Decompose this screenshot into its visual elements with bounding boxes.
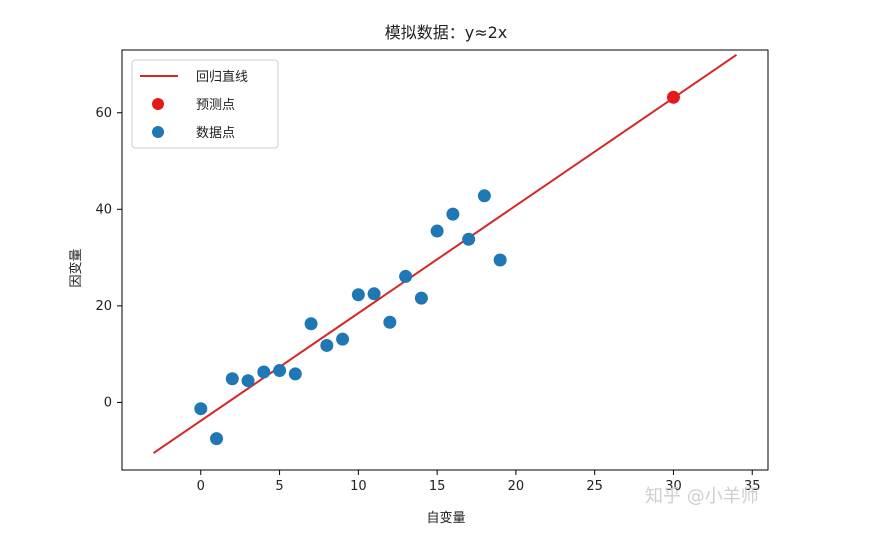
data-point [288,367,302,381]
x-tick-label: 0 [197,479,205,494]
x-tick-label: 15 [429,479,446,494]
x-tick-label: 10 [350,479,367,494]
data-point [273,364,287,378]
data-point [336,332,350,346]
data-point [241,374,255,388]
legend-label-prediction: 预测点 [196,98,235,113]
legend-box [131,59,279,149]
x-tick-label: 30 [665,479,682,494]
data-point [477,189,491,203]
regression-line [152,54,738,454]
y-tick-label: 40 [95,202,112,217]
data-point [399,269,413,283]
data-point [462,232,476,246]
data-point [383,315,397,329]
data-point [225,372,239,386]
chart-title: 模拟数据：y≈2x [385,23,508,42]
plot-area [121,49,769,471]
data-point [351,288,365,302]
data-point [446,207,460,221]
y-tick-label: 60 [95,106,112,121]
chart-marks [152,54,738,454]
data-point [304,317,318,331]
y-tick-label: 0 [104,395,112,410]
legend-prediction-swatch [152,98,164,110]
watermark: 知乎 @小羊师 [645,486,759,507]
y-axis-label: 因变量 [68,248,84,287]
data-point [414,291,428,305]
data-point [430,224,444,238]
y-tick-label: 20 [95,299,112,314]
data-point [194,402,208,416]
legend-label-data: 数据点 [196,126,235,141]
x-axis-ticks: 0 5 10 15 20 25 30 35 [197,470,761,494]
prediction-point [666,90,680,104]
data-point [257,365,271,379]
x-tick-label: 35 [744,479,761,494]
x-tick-label: 20 [508,479,525,494]
data-point [320,338,334,352]
data-point [210,432,224,446]
x-tick-label: 25 [586,479,603,494]
y-axis-ticks: 0 20 40 60 [95,106,122,410]
x-axis-label: 自变量 [426,510,465,526]
x-tick-label: 5 [275,479,283,494]
legend-label-regression: 回归直线 [196,70,248,85]
legend-data-swatch [152,126,164,138]
data-point [367,287,381,301]
data-point [493,253,507,267]
legend: 回归直线 预测点 数据点 [131,59,279,149]
